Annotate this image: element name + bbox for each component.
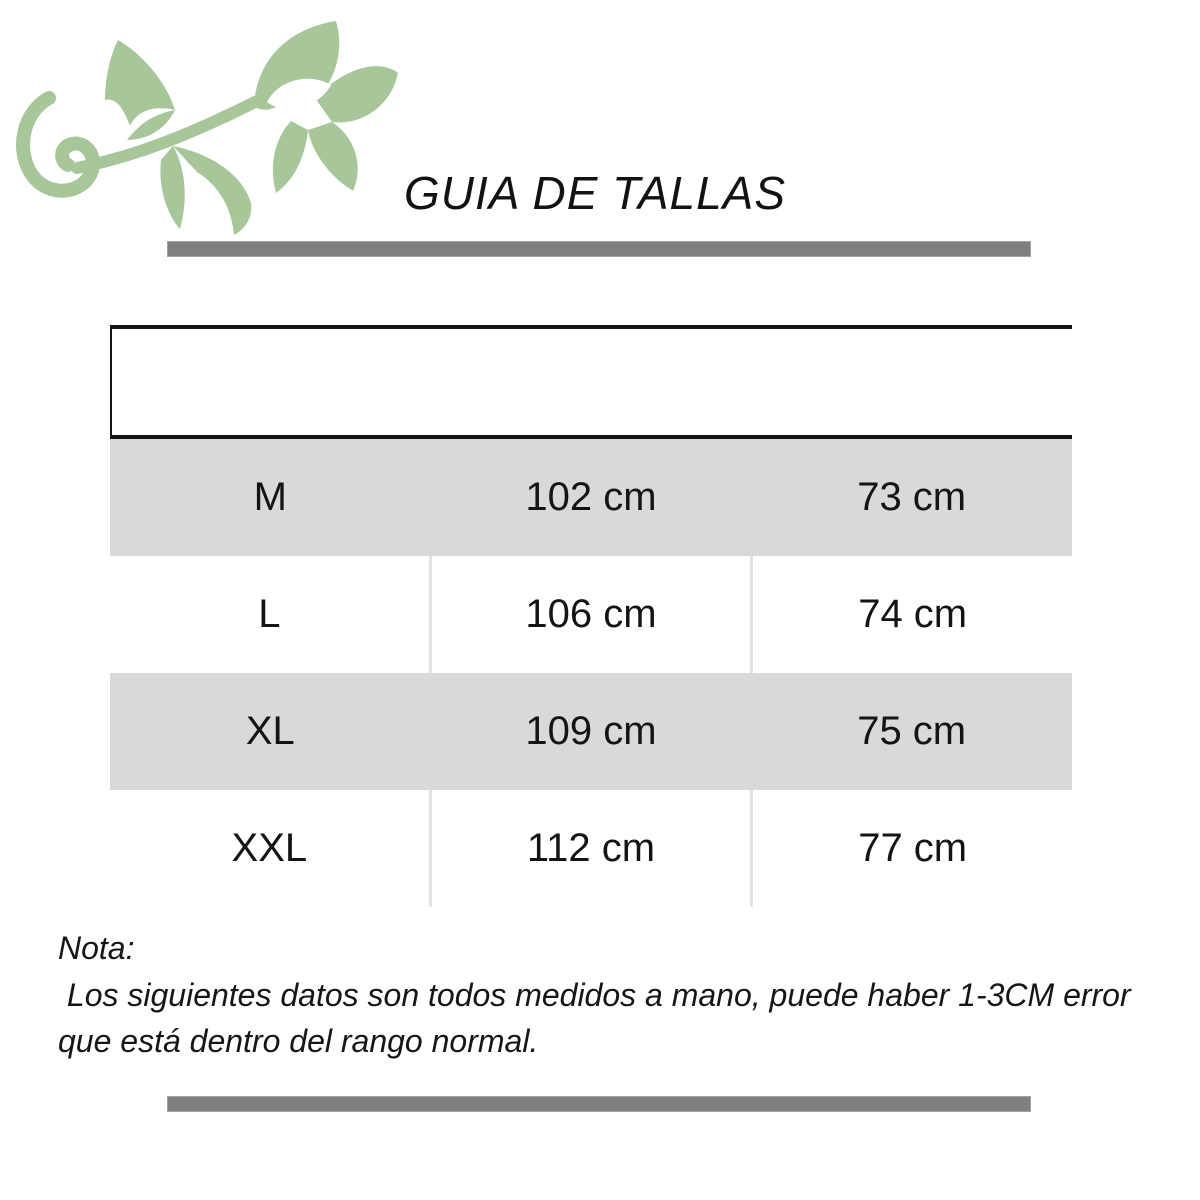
column-header-pecho: Pecho <box>533 360 651 403</box>
note-text: Los siguientes datos son todos medidos a… <box>58 977 1140 1059</box>
table-row: XXL 112 cm 77 cm <box>110 790 1072 907</box>
cell-largo: 74 cm <box>750 556 1072 673</box>
cell-talla: XL <box>245 709 295 753</box>
column-header-largo: Largo <box>857 360 967 403</box>
cell-largo: 77 cm <box>750 790 1072 907</box>
floral-ornament-icon <box>16 21 398 235</box>
cell-largo: 75 cm <box>857 709 967 753</box>
page-title: GUIA DE TALLAS <box>403 167 787 219</box>
cell-largo: 73 cm <box>857 475 967 519</box>
title-divider-bar <box>167 241 1031 257</box>
bottom-divider-bar <box>167 1096 1031 1112</box>
table-row: XL 109 cm 75 cm <box>110 673 1072 790</box>
column-header-talla: Talla <box>229 360 315 403</box>
cell-talla: M <box>253 475 287 519</box>
cell-talla: L <box>258 592 281 636</box>
cell-pecho: 102 cm <box>525 475 657 519</box>
note-label: Nota: <box>58 930 135 966</box>
table-row: L 106 cm 74 cm <box>110 556 1072 673</box>
table-body: M 102 cm 73 cm L 106 cm 74 cm XL 109 cm … <box>110 439 1072 907</box>
table-header-row: Talla Pecho Largo <box>110 325 1072 439</box>
size-guide-table: Talla Pecho Largo M 102 cm 73 cm L 106 c… <box>110 325 1072 907</box>
cell-pecho: 112 cm <box>428 790 751 907</box>
cell-pecho: 106 cm <box>428 556 751 673</box>
cell-talla: XXL <box>231 826 308 870</box>
note-section: Nota: Los siguientes datos son todos med… <box>58 926 1133 1064</box>
table-row: M 102 cm 73 cm <box>110 439 1072 556</box>
cell-pecho: 109 cm <box>525 709 657 753</box>
